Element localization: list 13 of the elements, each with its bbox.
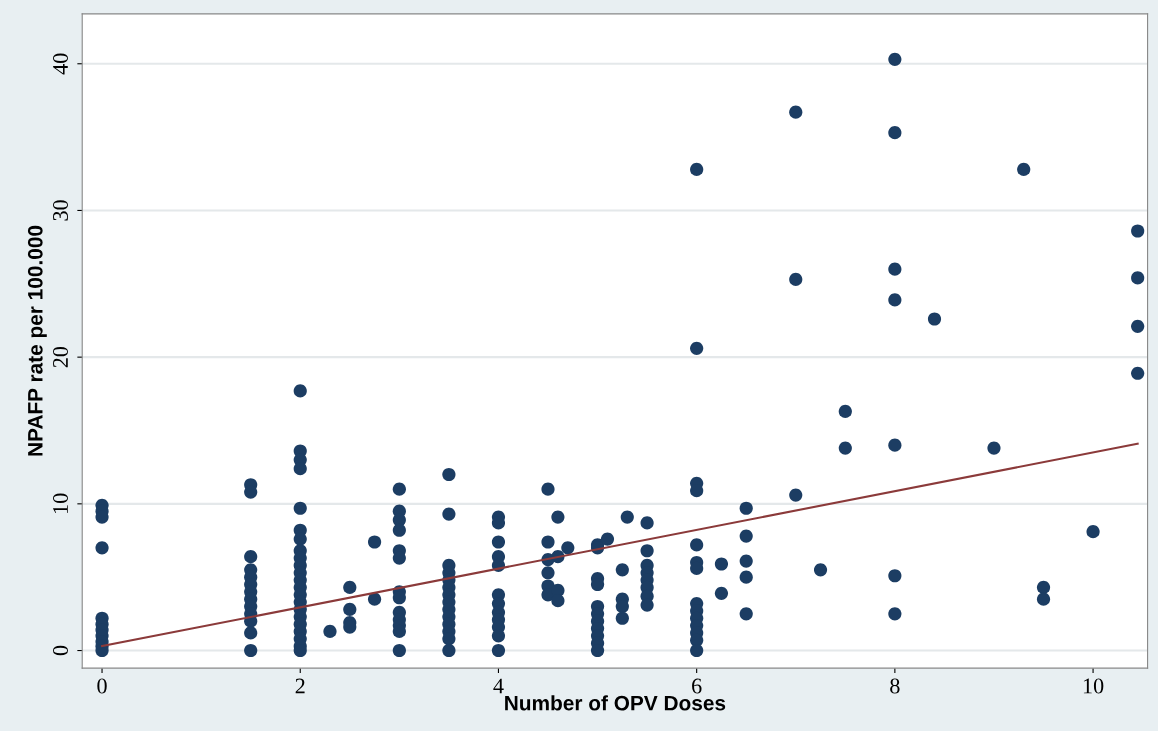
y-tick-label: 10: [52, 493, 68, 513]
y-tick-label: 30: [52, 200, 68, 221]
x-axis-title: Number of OPV Doses: [505, 695, 726, 711]
y-axis-title: NPAFP rate per 100.000: [27, 225, 47, 456]
y-tick-label: 40: [52, 53, 68, 75]
x-tick-label: 0: [97, 678, 107, 694]
y-tick-label: 0: [52, 645, 68, 656]
y-tick-label: 20: [52, 346, 68, 368]
x-tick-label: 10: [1083, 678, 1104, 694]
x-tick-label: 4: [493, 678, 504, 694]
x-tick-label: 6: [692, 678, 702, 694]
x-tick-label: 2: [295, 678, 305, 694]
x-tick-label: 8: [890, 678, 900, 694]
